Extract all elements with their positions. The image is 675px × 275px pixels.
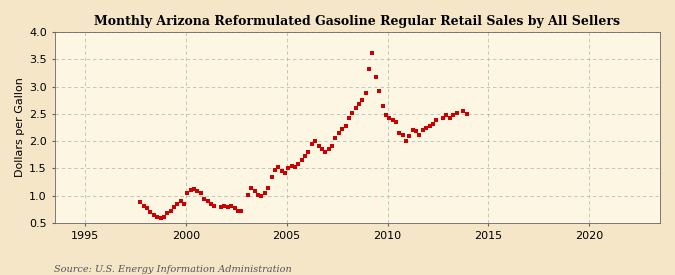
Point xyxy=(333,131,344,135)
Point xyxy=(441,113,452,117)
Point xyxy=(155,215,166,220)
Point xyxy=(408,128,418,133)
Point xyxy=(444,116,455,120)
Point xyxy=(148,213,159,217)
Point xyxy=(242,192,253,197)
Point xyxy=(458,109,468,113)
Point xyxy=(263,185,273,190)
Point xyxy=(310,139,321,143)
Point xyxy=(189,187,200,191)
Point xyxy=(431,118,442,123)
Point xyxy=(340,124,351,128)
Point xyxy=(317,147,327,152)
Point xyxy=(313,143,324,148)
Point xyxy=(259,191,270,195)
Point xyxy=(374,89,385,93)
Point xyxy=(394,131,404,135)
Point xyxy=(269,167,280,172)
Point xyxy=(296,158,307,163)
Point xyxy=(145,210,156,214)
Point xyxy=(215,205,226,209)
Point xyxy=(360,91,371,95)
Point xyxy=(451,111,462,115)
Point xyxy=(300,154,310,159)
Point xyxy=(276,169,287,174)
Point xyxy=(398,133,408,137)
Point xyxy=(169,205,180,209)
Point xyxy=(232,209,243,213)
Point xyxy=(354,102,364,106)
Point xyxy=(138,204,149,208)
Point xyxy=(172,202,183,206)
Point xyxy=(330,136,341,141)
Point xyxy=(199,196,210,201)
Point xyxy=(371,75,381,79)
Point xyxy=(176,199,186,204)
Point xyxy=(222,205,233,209)
Point xyxy=(461,112,472,116)
Point xyxy=(273,165,284,170)
Point xyxy=(135,200,146,205)
Point xyxy=(256,194,267,198)
Point xyxy=(357,98,368,102)
Point xyxy=(206,202,217,206)
Y-axis label: Dollars per Gallon: Dollars per Gallon xyxy=(15,78,25,177)
Point xyxy=(427,122,438,126)
Title: Monthly Arizona Reformulated Gasoline Regular Retail Sales by All Sellers: Monthly Arizona Reformulated Gasoline Re… xyxy=(95,15,620,28)
Text: Source: U.S. Energy Information Administration: Source: U.S. Energy Information Administ… xyxy=(54,265,292,274)
Point xyxy=(279,171,290,175)
Point xyxy=(249,189,260,194)
Point xyxy=(421,125,432,130)
Point xyxy=(448,113,458,117)
Point xyxy=(327,143,338,148)
Point xyxy=(293,162,304,166)
Point xyxy=(152,214,163,219)
Point xyxy=(165,209,176,213)
Point xyxy=(306,142,317,146)
Point xyxy=(320,150,331,154)
Point xyxy=(337,127,348,131)
Point xyxy=(364,67,375,71)
Point xyxy=(209,204,220,208)
Point xyxy=(350,106,361,111)
Point xyxy=(303,150,314,154)
Point xyxy=(179,202,190,206)
Point xyxy=(283,166,294,171)
Point xyxy=(236,209,246,213)
Point xyxy=(219,204,230,208)
Point xyxy=(347,111,358,115)
Point xyxy=(196,191,207,195)
Point xyxy=(286,164,297,168)
Point xyxy=(202,199,213,204)
Point xyxy=(384,116,395,120)
Point xyxy=(391,120,402,124)
Point xyxy=(404,134,414,138)
Point xyxy=(192,189,203,194)
Point xyxy=(381,113,392,117)
Point xyxy=(424,124,435,128)
Point xyxy=(230,206,240,210)
Point xyxy=(401,139,412,143)
Point xyxy=(344,116,354,120)
Point xyxy=(225,204,236,208)
Point xyxy=(266,174,277,179)
Point xyxy=(323,147,334,152)
Point xyxy=(252,192,263,197)
Point xyxy=(159,214,169,219)
Point xyxy=(246,185,256,190)
Point xyxy=(437,116,448,120)
Point xyxy=(377,103,388,108)
Point xyxy=(387,118,398,123)
Point xyxy=(142,206,153,210)
Point xyxy=(186,188,196,192)
Point xyxy=(411,129,422,134)
Point xyxy=(162,211,173,216)
Point xyxy=(414,133,425,137)
Point xyxy=(367,51,378,55)
Point xyxy=(182,191,193,195)
Point xyxy=(290,165,300,170)
Point xyxy=(417,128,428,133)
